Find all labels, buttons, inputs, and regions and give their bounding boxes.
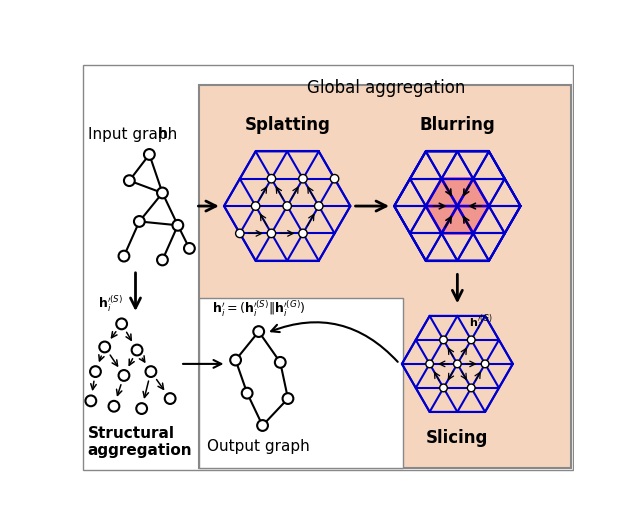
Circle shape [440,336,447,344]
Circle shape [109,401,119,412]
Text: Slicing: Slicing [426,429,488,447]
Circle shape [236,229,244,237]
Polygon shape [442,179,473,206]
Circle shape [454,360,461,368]
Circle shape [267,229,276,237]
Circle shape [99,341,110,352]
Text: Output graph: Output graph [207,439,310,454]
Circle shape [134,216,145,227]
Bar [200,298,403,468]
Circle shape [136,403,147,414]
Text: Structural
aggregation: Structural aggregation [88,426,193,458]
Polygon shape [458,179,489,206]
Text: $\mathbf{h}_i^{\prime(S)}$: $\mathbf{h}_i^{\prime(S)}$ [99,294,124,314]
Circle shape [253,326,264,337]
Circle shape [242,388,253,399]
Circle shape [426,360,433,368]
Circle shape [440,384,447,392]
Circle shape [230,355,241,366]
Circle shape [145,366,156,377]
Circle shape [124,175,135,186]
Circle shape [172,220,183,231]
Circle shape [257,420,268,431]
Circle shape [283,202,291,210]
Circle shape [299,229,307,237]
Circle shape [330,174,339,183]
Text: $\mathbf{h}_i^{\prime} = (\mathbf{h}_i^{\prime(S)}\|\mathbf{h}_i^{\prime(G)})$: $\mathbf{h}_i^{\prime} = (\mathbf{h}_i^{… [212,299,305,319]
Circle shape [90,366,101,377]
Text: Global aggregation: Global aggregation [307,79,465,97]
Circle shape [118,370,129,381]
Circle shape [86,395,96,407]
Polygon shape [426,206,458,233]
Polygon shape [442,206,473,233]
Circle shape [467,336,475,344]
Text: Splatting: Splatting [244,116,330,134]
Circle shape [299,174,307,183]
Circle shape [252,202,260,210]
Circle shape [267,174,276,183]
Polygon shape [458,206,489,233]
Circle shape [132,344,143,356]
Circle shape [283,393,293,404]
Circle shape [157,188,168,198]
Circle shape [481,360,489,368]
Bar [200,85,570,468]
Circle shape [116,319,127,329]
Circle shape [118,251,129,261]
Text: Input graph: Input graph [88,127,177,142]
Circle shape [314,202,323,210]
Circle shape [275,357,285,368]
Circle shape [467,384,475,392]
Polygon shape [426,179,458,206]
Text: $\mathbf{h}_i$: $\mathbf{h}_i$ [157,126,172,143]
Circle shape [184,243,195,254]
Circle shape [157,254,168,266]
Circle shape [164,393,175,404]
Circle shape [144,149,155,160]
Text: $\mathbf{h}_i^{\prime(G)}$: $\mathbf{h}_i^{\prime(G)}$ [469,312,493,333]
Text: Blurring: Blurring [419,116,495,134]
